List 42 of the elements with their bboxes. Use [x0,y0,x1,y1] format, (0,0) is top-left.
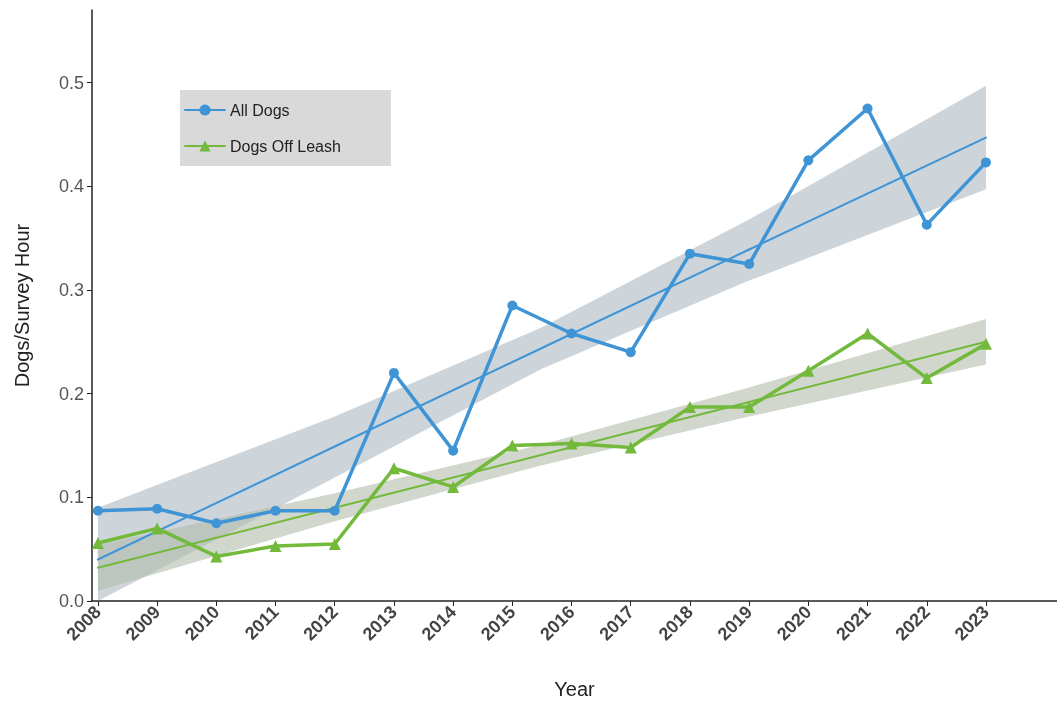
point [447,480,460,493]
x-axis-title: Year [554,678,596,700]
point [683,401,696,414]
point [684,248,695,259]
point [328,537,341,550]
point [388,367,399,378]
point [744,259,755,270]
point [980,157,991,168]
y-axis-title: Dogs/Survey Hour [11,223,33,388]
point [566,328,577,339]
point [210,550,223,563]
y-tick-label: 0.4 [58,176,84,197]
point [803,155,814,166]
legend-label: Dogs Off Leash [230,137,341,155]
point [862,103,873,114]
point [270,505,281,516]
y-tick-label: 0.3 [58,279,84,300]
point [507,300,518,311]
point [387,462,400,475]
point [151,522,164,535]
legend-label: All Dogs [230,101,290,119]
point [152,503,163,514]
point [565,437,578,450]
point [448,445,459,456]
y-tick-label: 0.5 [58,72,84,93]
point [625,347,636,358]
point [624,441,637,454]
point [861,327,874,340]
point [979,337,992,350]
point [211,518,222,529]
point [92,505,103,516]
point [329,505,340,516]
point [921,219,932,230]
y-tick-label: 0.2 [58,383,84,404]
point [743,401,756,414]
y-tick-label: 0.0 [58,591,84,611]
point [506,439,519,452]
point [802,364,815,377]
y-tick-label: 0.1 [58,487,84,508]
point [91,536,104,549]
point [920,372,933,385]
point [269,540,282,553]
